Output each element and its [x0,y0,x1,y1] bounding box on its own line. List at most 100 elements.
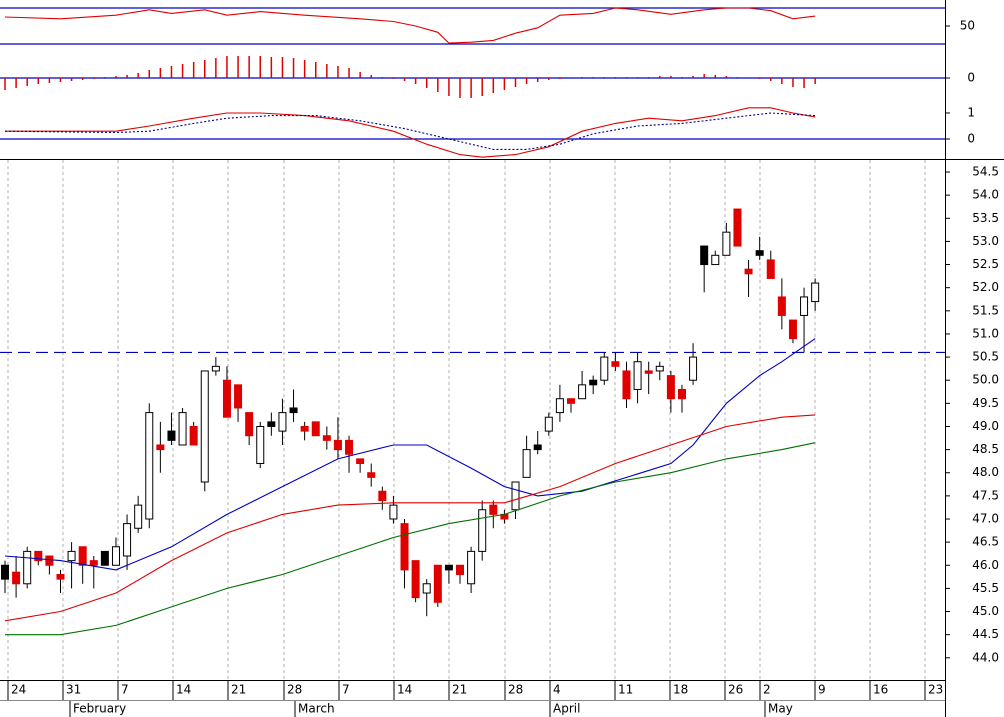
candle-body [566,398,575,404]
y-tick-label: 54.0 [972,188,999,202]
x-tick-label: 28 [508,683,523,697]
candle-body [411,560,420,599]
y-tick-label: 45.5 [972,581,999,595]
candle-body [300,425,309,432]
y-tick-label: 51.0 [972,326,999,340]
candle-body [156,444,165,451]
y-tick-label: 44.5 [972,627,999,641]
y-tick-label: 48.5 [972,442,999,456]
x-tick-label: 24 [11,683,26,697]
candle-body [677,388,686,400]
candle-body [234,384,243,409]
y-tick-label: 53.5 [972,211,999,225]
candle-body [167,430,176,441]
x-tick-label: 16 [873,683,888,697]
candle-body [655,365,664,372]
candle-body [589,379,598,386]
y-tick-label: 50.0 [972,373,999,387]
x-tick-label: 26 [728,683,743,697]
candle-body [622,370,631,400]
candle-body [289,407,298,414]
candle-body [755,250,764,256]
month-label: April [553,702,580,716]
x-tick-label: 14 [397,683,412,697]
y-tick-label: 0 [967,131,975,145]
candle-body [633,361,642,390]
candle-body [145,412,154,520]
candle-body [644,370,653,374]
candle-body [34,550,43,562]
x-tick-label: 7 [121,683,129,697]
candle-body [777,296,786,316]
y-tick-label: 47.0 [972,512,999,526]
y-tick-label: 44.0 [972,650,999,664]
candle-body [489,504,498,515]
candle-body [178,412,187,446]
candle-body [12,571,21,585]
x-tick-label: 9 [818,683,826,697]
x-tick-label: 4 [553,683,561,697]
x-tick-label: 21 [231,683,246,697]
x-tick-label: 23 [928,683,943,697]
candle-body [56,574,65,580]
candle-body [45,555,54,566]
candle-body [367,472,376,478]
candle-body [511,481,520,511]
candle-body [278,412,287,432]
candle-body [555,398,564,414]
candle-body [333,439,342,451]
y-tick-label: 50.5 [972,350,999,364]
y-tick-label: 45.0 [972,604,999,618]
candle-body [422,583,431,594]
candle-body [111,546,120,566]
candle-body [544,416,553,432]
candle-body [522,449,531,478]
y-tick-label: 52.5 [972,257,999,271]
indicator-line [4,112,816,150]
y-tick-label: 53.0 [972,234,999,248]
candle-body [134,504,143,529]
candle-body [378,490,387,501]
candle-body [456,564,465,576]
candle-body [345,439,354,455]
y-tick-label: 49.0 [972,419,999,433]
y-tick-label: 51.5 [972,303,999,317]
indicator-line [5,107,816,158]
indicator-line [4,7,816,44]
y-tick-label: 54.5 [972,165,999,179]
y-tick-label: 46.5 [972,535,999,549]
candle-body [267,421,276,427]
x-tick-label: 11 [618,683,633,697]
candle-body [189,425,198,446]
candle-body [788,319,797,340]
candle-body [389,504,398,520]
candle-body [211,365,220,372]
candle-body [733,208,742,247]
x-tick-label: 14 [176,683,191,697]
candle-body [578,384,587,400]
candle-body [600,356,609,381]
candle-body [356,458,365,464]
candle-body [256,425,265,464]
y-tick-label: 47.5 [972,488,999,502]
candle-body [322,435,331,441]
candle-body [67,550,76,562]
candle-body [666,375,675,400]
x-tick-label: 18 [673,683,688,697]
month-label: May [768,702,793,716]
x-tick-label: 21 [452,683,467,697]
candle-body [444,564,453,571]
x-tick-label: 2 [763,683,771,697]
indicator-line [4,414,816,622]
candle-body [311,421,320,437]
indicator-line [4,338,816,571]
candle-body [222,379,231,418]
candle-body [766,259,775,279]
candle-body [800,296,809,316]
y-tick-label: 1 [967,105,975,119]
candle-body [0,564,9,580]
x-tick-label: 7 [342,683,350,697]
candle-body [722,231,731,256]
y-tick-label: 52.0 [972,280,999,294]
